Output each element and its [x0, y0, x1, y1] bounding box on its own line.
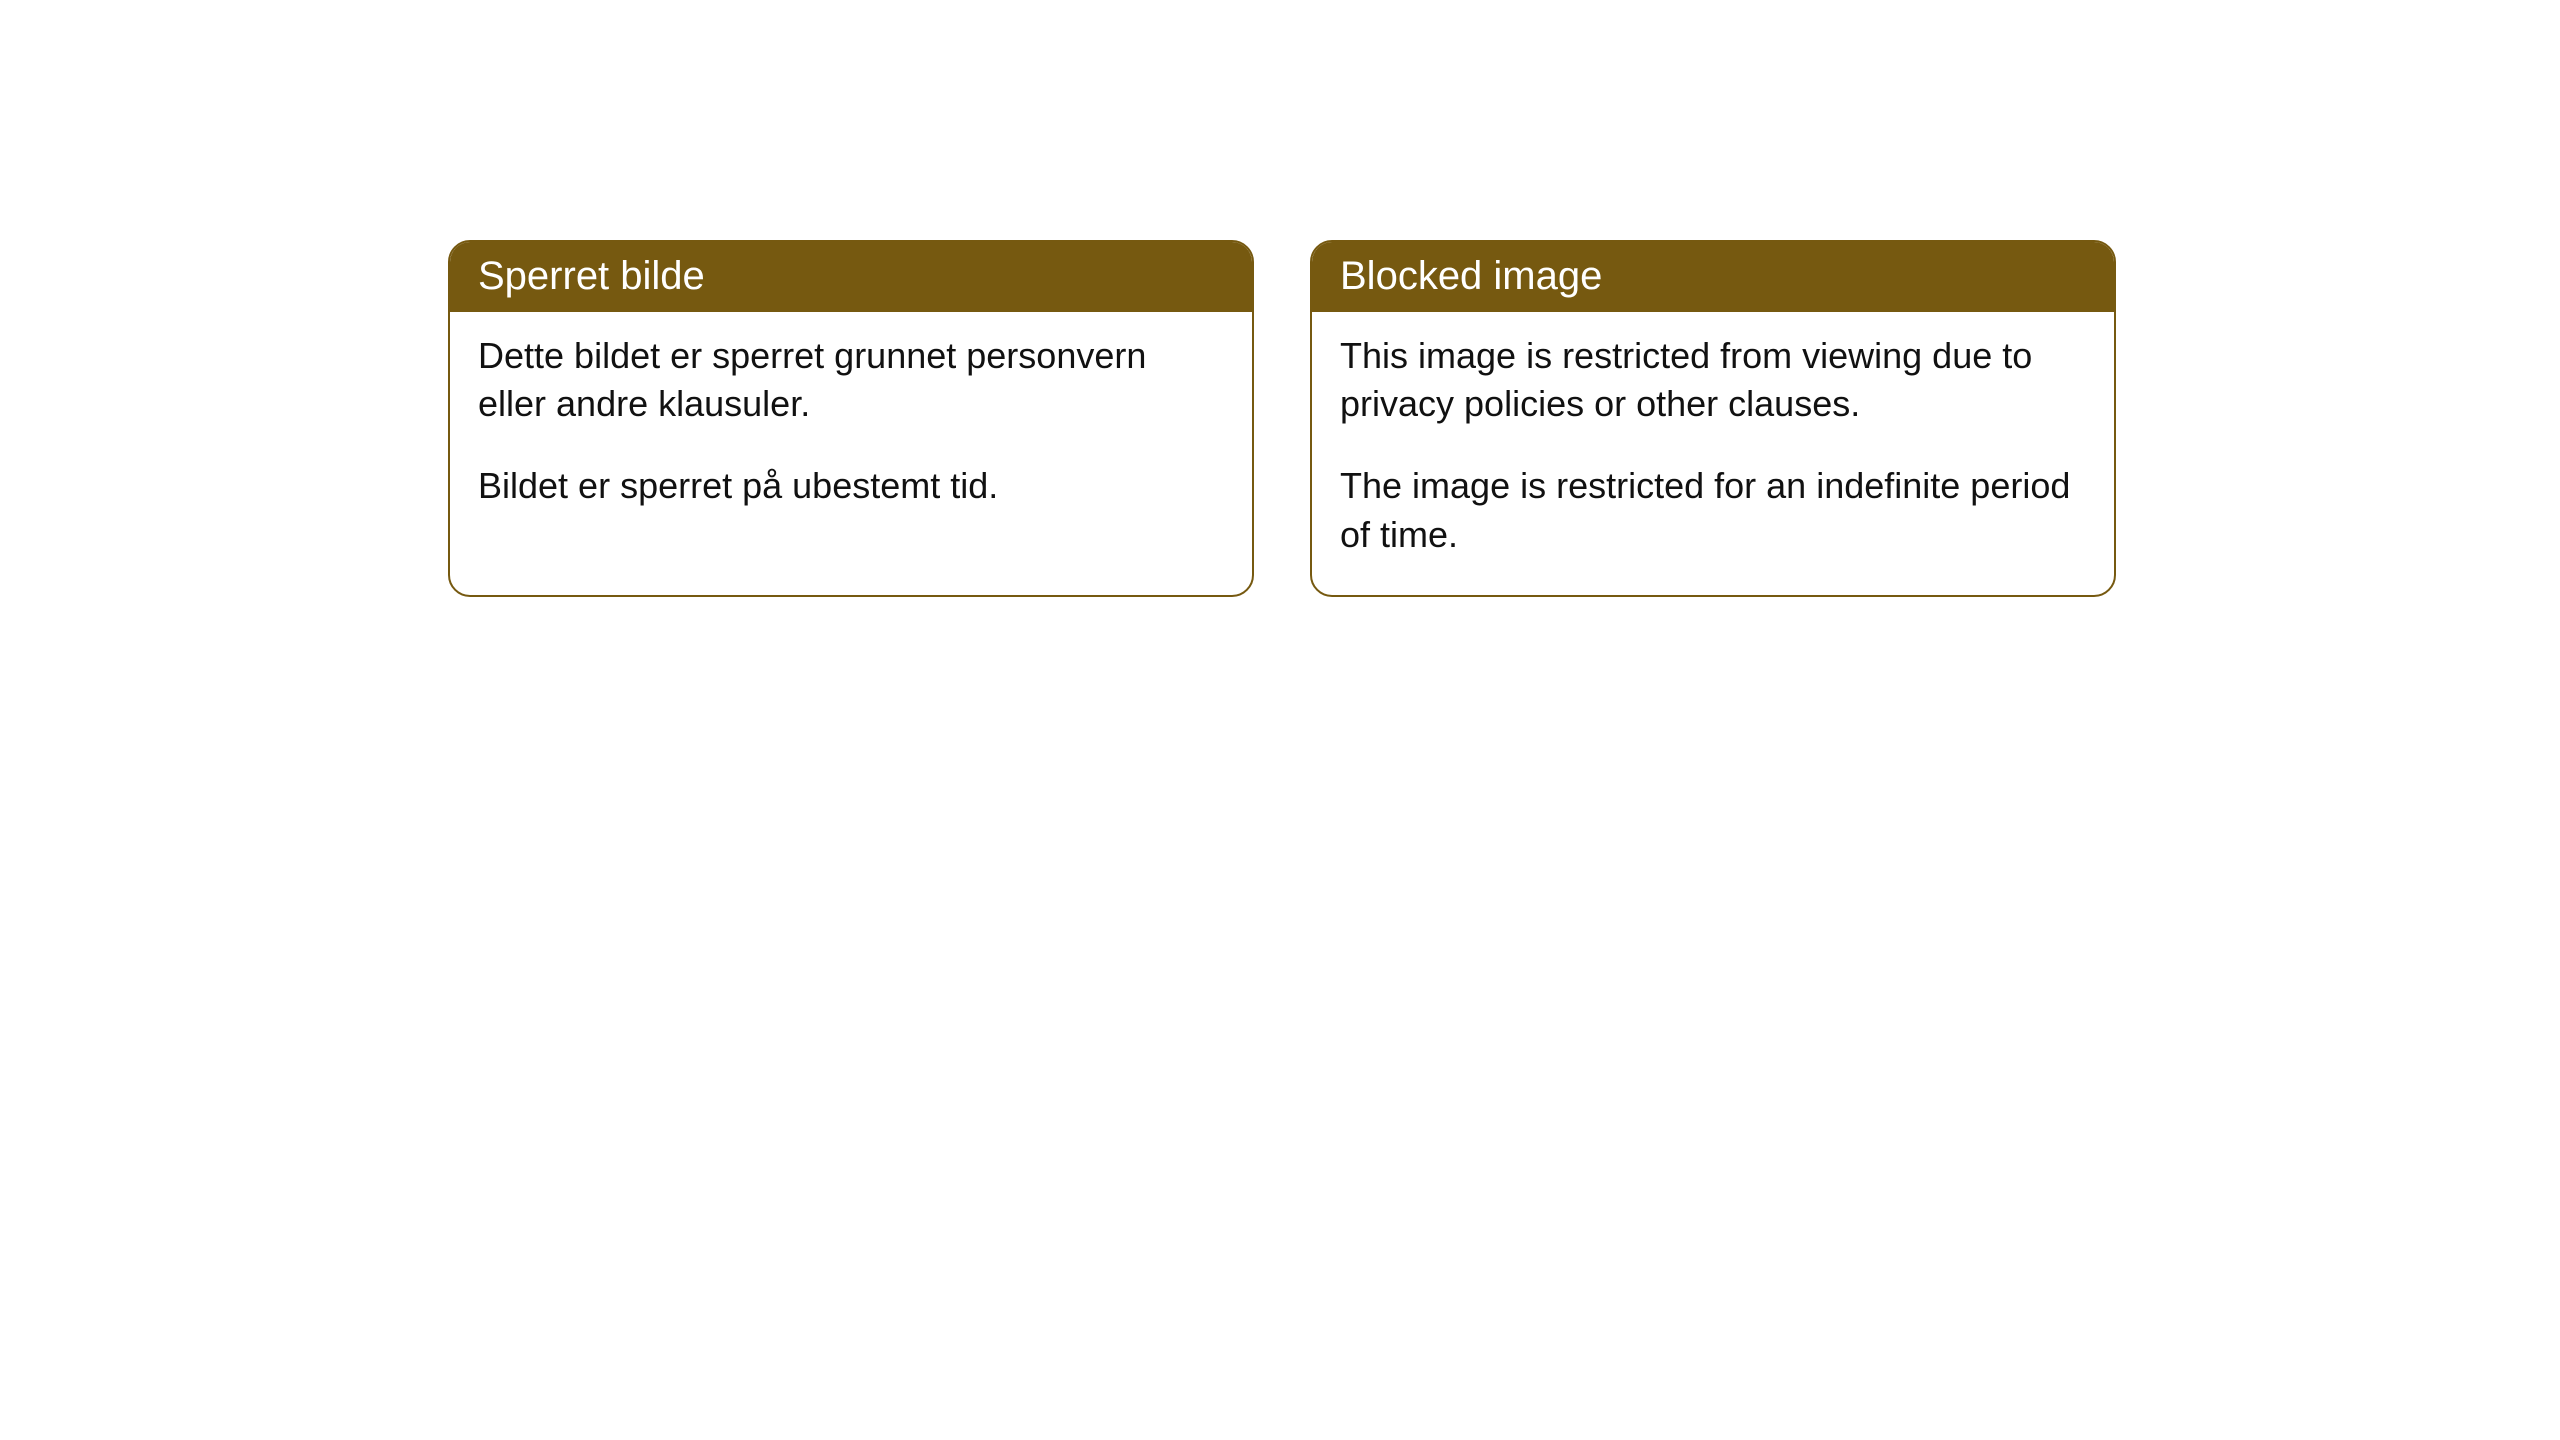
card-body: This image is restricted from viewing du… — [1312, 312, 2114, 595]
card-title: Sperret bilde — [478, 254, 705, 298]
card-paragraph: Bildet er sperret på ubestemt tid. — [478, 462, 1224, 510]
notice-cards-container: Sperret bilde Dette bildet er sperret gr… — [0, 0, 2560, 597]
notice-card-english: Blocked image This image is restricted f… — [1310, 240, 2116, 597]
card-header: Sperret bilde — [450, 242, 1252, 312]
card-body: Dette bildet er sperret grunnet personve… — [450, 312, 1252, 547]
card-paragraph: This image is restricted from viewing du… — [1340, 332, 2086, 428]
notice-card-norwegian: Sperret bilde Dette bildet er sperret gr… — [448, 240, 1254, 597]
card-paragraph: Dette bildet er sperret grunnet personve… — [478, 332, 1224, 428]
card-header: Blocked image — [1312, 242, 2114, 312]
card-paragraph: The image is restricted for an indefinit… — [1340, 462, 2086, 558]
card-title: Blocked image — [1340, 254, 1602, 298]
